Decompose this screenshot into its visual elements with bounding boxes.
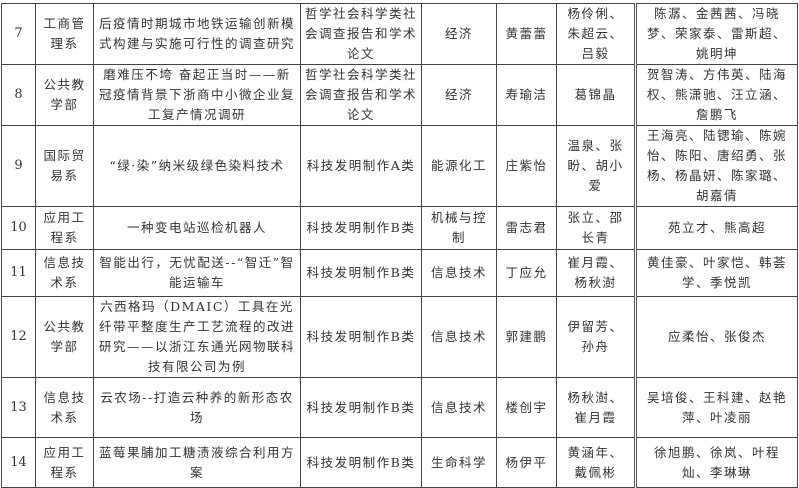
row-number-cell: 12 xyxy=(1,296,36,378)
advisors-cell: 崔月霞、杨秋澍 xyxy=(556,249,636,297)
table-row: 9 国际贸易系 “绿·染”纳米级绿色染料技术 科技发明制作A类 能源化工 庄紫怡 温泉、张盼… xyxy=(1,125,798,207)
department-cell: 公共教学部 xyxy=(35,64,94,126)
row-number-cell: 9 xyxy=(1,125,36,207)
table-row: 10 应用工程系 一种变电站巡检机器人 科技发明制作B类 机械与控制 雷志君 张立、邵长青苑… xyxy=(1,206,798,250)
row-number-cell: 8 xyxy=(1,64,36,126)
project-title-cell: 蓝莓果脯加工糖渍液综合利用方案 xyxy=(93,437,301,488)
department-cell: 应用工程系 xyxy=(35,437,94,488)
field-cell: 信息技术 xyxy=(421,377,497,438)
leader-cell: 丁应允 xyxy=(496,249,557,297)
department-cell: 国际贸易系 xyxy=(35,125,94,207)
advisors-cell: 杨伶俐、朱超云、吕毅 xyxy=(556,3,636,65)
members-cell: 黄佳豪、叶家恺、韩荟学、季悦凯 xyxy=(634,249,798,297)
row-number-cell: 7 xyxy=(1,3,36,65)
project-title-cell: 智能出行，无忧配送--“智迁”智能运输车 xyxy=(93,249,301,297)
field-cell: 机械与控制 xyxy=(421,206,497,250)
row-number-cell: 13 xyxy=(1,377,36,438)
table-row: 14 应用工程系 蓝莓果脯加工糖渍液综合利用方案 科技发明制作B类 生命科学 杨伊平 黄涵年… xyxy=(1,437,798,488)
category-cell: 科技发明制作B类 xyxy=(300,206,422,250)
project-title-cell: 云农场--打造云种养的新形态农场 xyxy=(93,377,301,438)
row-number-cell: 11 xyxy=(1,249,36,297)
project-title-cell: 后疫情时期城市地铁运输创新模式构建与实施可行性的调查研究 xyxy=(93,3,301,65)
table-row: 12 公共教学部 六西格玛（DMAIC）工具在光纤带平整度生产工艺流程的改进研究——… xyxy=(1,296,798,378)
department-cell: 公共教学部 xyxy=(35,296,94,378)
advisors-cell: 黄涵年、戴佩彬 xyxy=(556,437,636,488)
department-cell: 应用工程系 xyxy=(35,206,94,250)
advisors-cell: 葛锦晶 xyxy=(556,64,636,126)
department-cell: 工商管理系 xyxy=(35,3,94,65)
category-cell: 科技发明制作B类 xyxy=(300,249,422,297)
advisors-cell: 杨秋澍、崔月霞 xyxy=(556,377,636,438)
field-cell: 信息技术 xyxy=(421,249,497,297)
project-title-cell: 磨难压不垮 奋起正当时——新冠疫情背景下浙商中小微企业复工复产情况调研 xyxy=(93,64,301,126)
advisors-cell: 温泉、张盼、胡小爱 xyxy=(556,125,636,207)
department-cell: 信息技术系 xyxy=(35,377,94,438)
members-cell: 贺智涛、方伟英、陆海权、熊潇驰、汪立涵、詹鹏飞 xyxy=(634,64,798,126)
members-cell: 苑立才、熊高超 xyxy=(634,206,798,250)
advisors-cell: 伊留芳、孙舟 xyxy=(556,296,636,378)
project-title-cell: 六西格玛（DMAIC）工具在光纤带平整度生产工艺流程的改进研究——以浙江东通光网… xyxy=(93,296,301,378)
leader-cell: 郭建鹏 xyxy=(496,296,557,378)
members-cell: 王海亮、陆锶瑜、陈婉怡、陈阳、唐绍勇、张杨、杨晶妍、陈家璐、胡嘉倩 xyxy=(634,125,798,207)
leader-cell: 杨伊平 xyxy=(496,437,557,488)
department-cell: 信息技术系 xyxy=(35,249,94,297)
members-cell: 徐旭鹏、徐岚、叶程灿、李琳琳 xyxy=(634,437,798,488)
table-row: 13 信息技术系 云农场--打造云种养的新形态农场 科技发明制作B类 信息技术 楼创宇 杨秋… xyxy=(1,377,798,438)
field-cell: 生命科学 xyxy=(421,437,497,488)
leader-cell: 黄蕾蕾 xyxy=(496,3,557,65)
field-cell: 经济 xyxy=(421,3,497,65)
category-cell: 哲学社会科学类社会调查报告和学术论文 xyxy=(300,64,422,126)
advisors-cell: 张立、邵长青 xyxy=(556,206,636,250)
field-cell: 信息技术 xyxy=(421,296,497,378)
category-cell: 科技发明制作A类 xyxy=(300,125,422,207)
table-row: 11 信息技术系 智能出行，无忧配送--“智迁”智能运输车 科技发明制作B类 信息技术丁… xyxy=(1,249,798,297)
row-number-cell: 14 xyxy=(1,437,36,488)
members-cell: 吴培俊、王科建、赵艳萍、叶凌丽 xyxy=(634,377,798,438)
category-cell: 科技发明制作B类 xyxy=(300,437,422,488)
category-cell: 科技发明制作B类 xyxy=(300,377,422,438)
field-cell: 能源化工 xyxy=(421,125,497,207)
project-title-cell: 一种变电站巡检机器人 xyxy=(93,206,301,250)
leader-cell: 寿瑜洁 xyxy=(496,64,557,126)
category-cell: 科技发明制作B类 xyxy=(300,296,422,378)
members-cell: 陈潺、金茜茜、冯晓梦、荣家泰、雷斯超、姚明坤 xyxy=(634,3,798,65)
row-number-cell: 10 xyxy=(1,206,36,250)
table-row: 7 工商管理系 后疫情时期城市地铁运输创新模式构建与实施可行性的调查研究 哲学社会科学… xyxy=(1,3,798,65)
leader-cell: 雷志君 xyxy=(496,206,557,250)
leader-cell: 楼创宇 xyxy=(496,377,557,438)
project-table: 7 工商管理系 后疫情时期城市地铁运输创新模式构建与实施可行性的调查研究 哲学社会科学… xyxy=(1,3,798,488)
leader-cell: 庄紫怡 xyxy=(496,125,557,207)
project-title-cell: “绿·染”纳米级绿色染料技术 xyxy=(93,125,301,207)
members-cell: 应柔怡、张俊杰 xyxy=(634,296,798,378)
category-cell: 哲学社会科学类社会调查报告和学术论文 xyxy=(300,3,422,65)
field-cell: 经济 xyxy=(421,64,497,126)
table-row: 8 公共教学部 磨难压不垮 奋起正当时——新冠疫情背景下浙商中小微企业复工复产情况调… xyxy=(1,64,798,126)
